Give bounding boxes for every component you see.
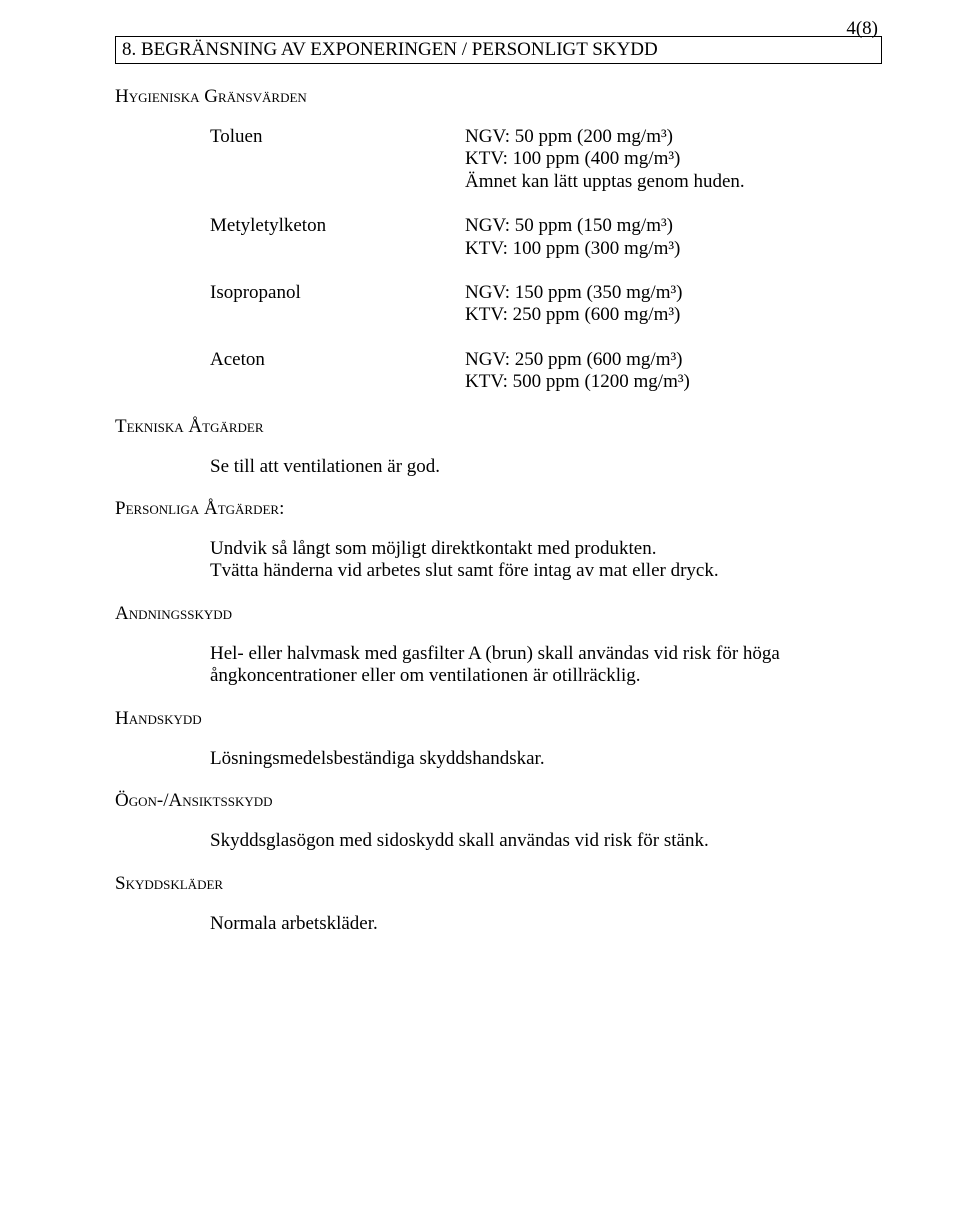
limit-values: NGV: 250 ppm (600 mg/m³) KTV: 500 ppm (1… [465, 349, 690, 394]
limit-row-toluen: Toluen NGV: 50 ppm (200 mg/m³) KTV: 100 … [210, 126, 882, 193]
ogonskydd-body: Skyddsglasögon med sidoskydd skall använ… [210, 830, 882, 852]
personliga-line2: Tvätta händerna vid arbetes slut samt fö… [210, 560, 882, 582]
limit-name: Metyletylketon [210, 215, 465, 237]
personliga-body: Undvik så långt som möjligt direktkontak… [210, 538, 882, 583]
limit-values: NGV: 50 ppm (200 mg/m³) KTV: 100 ppm (40… [465, 126, 745, 193]
handskydd-body: Lösningsmedelsbeständiga skyddshandskar. [210, 748, 882, 770]
page-container: 4(8) 8. BEGRÄNSNING AV EXPONERINGEN / PE… [0, 0, 960, 1228]
limit-row-isopropanol: Isopropanol NGV: 150 ppm (350 mg/m³) KTV… [210, 282, 882, 327]
andningsskydd-body: Hel- eller halvmask med gasfilter A (bru… [210, 643, 882, 688]
skyddsklader-heading: Skyddskläder [115, 873, 882, 895]
personliga-line1: Undvik så långt som möjligt direktkontak… [210, 538, 882, 560]
limit-ktv: KTV: 100 ppm (400 mg/m³) [465, 148, 745, 170]
limit-values: NGV: 150 ppm (350 mg/m³) KTV: 250 ppm (6… [465, 282, 683, 327]
tekniska-body: Se till att ventilationen är god. [210, 456, 882, 478]
section-header: 8. BEGRÄNSNING AV EXPONERINGEN / PERSONL… [115, 36, 882, 64]
limit-name: Toluen [210, 126, 465, 148]
limit-note: Ämnet kan lätt upptas genom huden. [465, 171, 745, 193]
limit-ngv: NGV: 50 ppm (150 mg/m³) [465, 215, 680, 237]
limit-ktv: KTV: 500 ppm (1200 mg/m³) [465, 371, 690, 393]
limit-values: NGV: 50 ppm (150 mg/m³) KTV: 100 ppm (30… [465, 215, 680, 260]
limit-name: Isopropanol [210, 282, 465, 304]
limit-name: Aceton [210, 349, 465, 371]
andningsskydd-heading: Andningsskydd [115, 603, 882, 625]
ogonskydd-heading: Ögon-/Ansiktsskydd [115, 790, 882, 812]
limit-row-metyletylketon: Metyletylketon NGV: 50 ppm (150 mg/m³) K… [210, 215, 882, 260]
handskydd-heading: Handskydd [115, 708, 882, 730]
personliga-heading: Personliga Åtgärder: [115, 498, 882, 520]
page-number: 4(8) [846, 18, 878, 40]
limit-row-aceton: Aceton NGV: 250 ppm (600 mg/m³) KTV: 500… [210, 349, 882, 394]
tekniska-heading: Tekniska Åtgärder [115, 416, 882, 438]
limit-ngv: NGV: 150 ppm (350 mg/m³) [465, 282, 683, 304]
skyddsklader-body: Normala arbetskläder. [210, 913, 882, 935]
limit-ngv: NGV: 250 ppm (600 mg/m³) [465, 349, 690, 371]
hygieniska-heading: Hygieniska Gränsvärden [115, 86, 882, 108]
limit-ktv: KTV: 250 ppm (600 mg/m³) [465, 304, 683, 326]
limit-ngv: NGV: 50 ppm (200 mg/m³) [465, 126, 745, 148]
limit-ktv: KTV: 100 ppm (300 mg/m³) [465, 238, 680, 260]
